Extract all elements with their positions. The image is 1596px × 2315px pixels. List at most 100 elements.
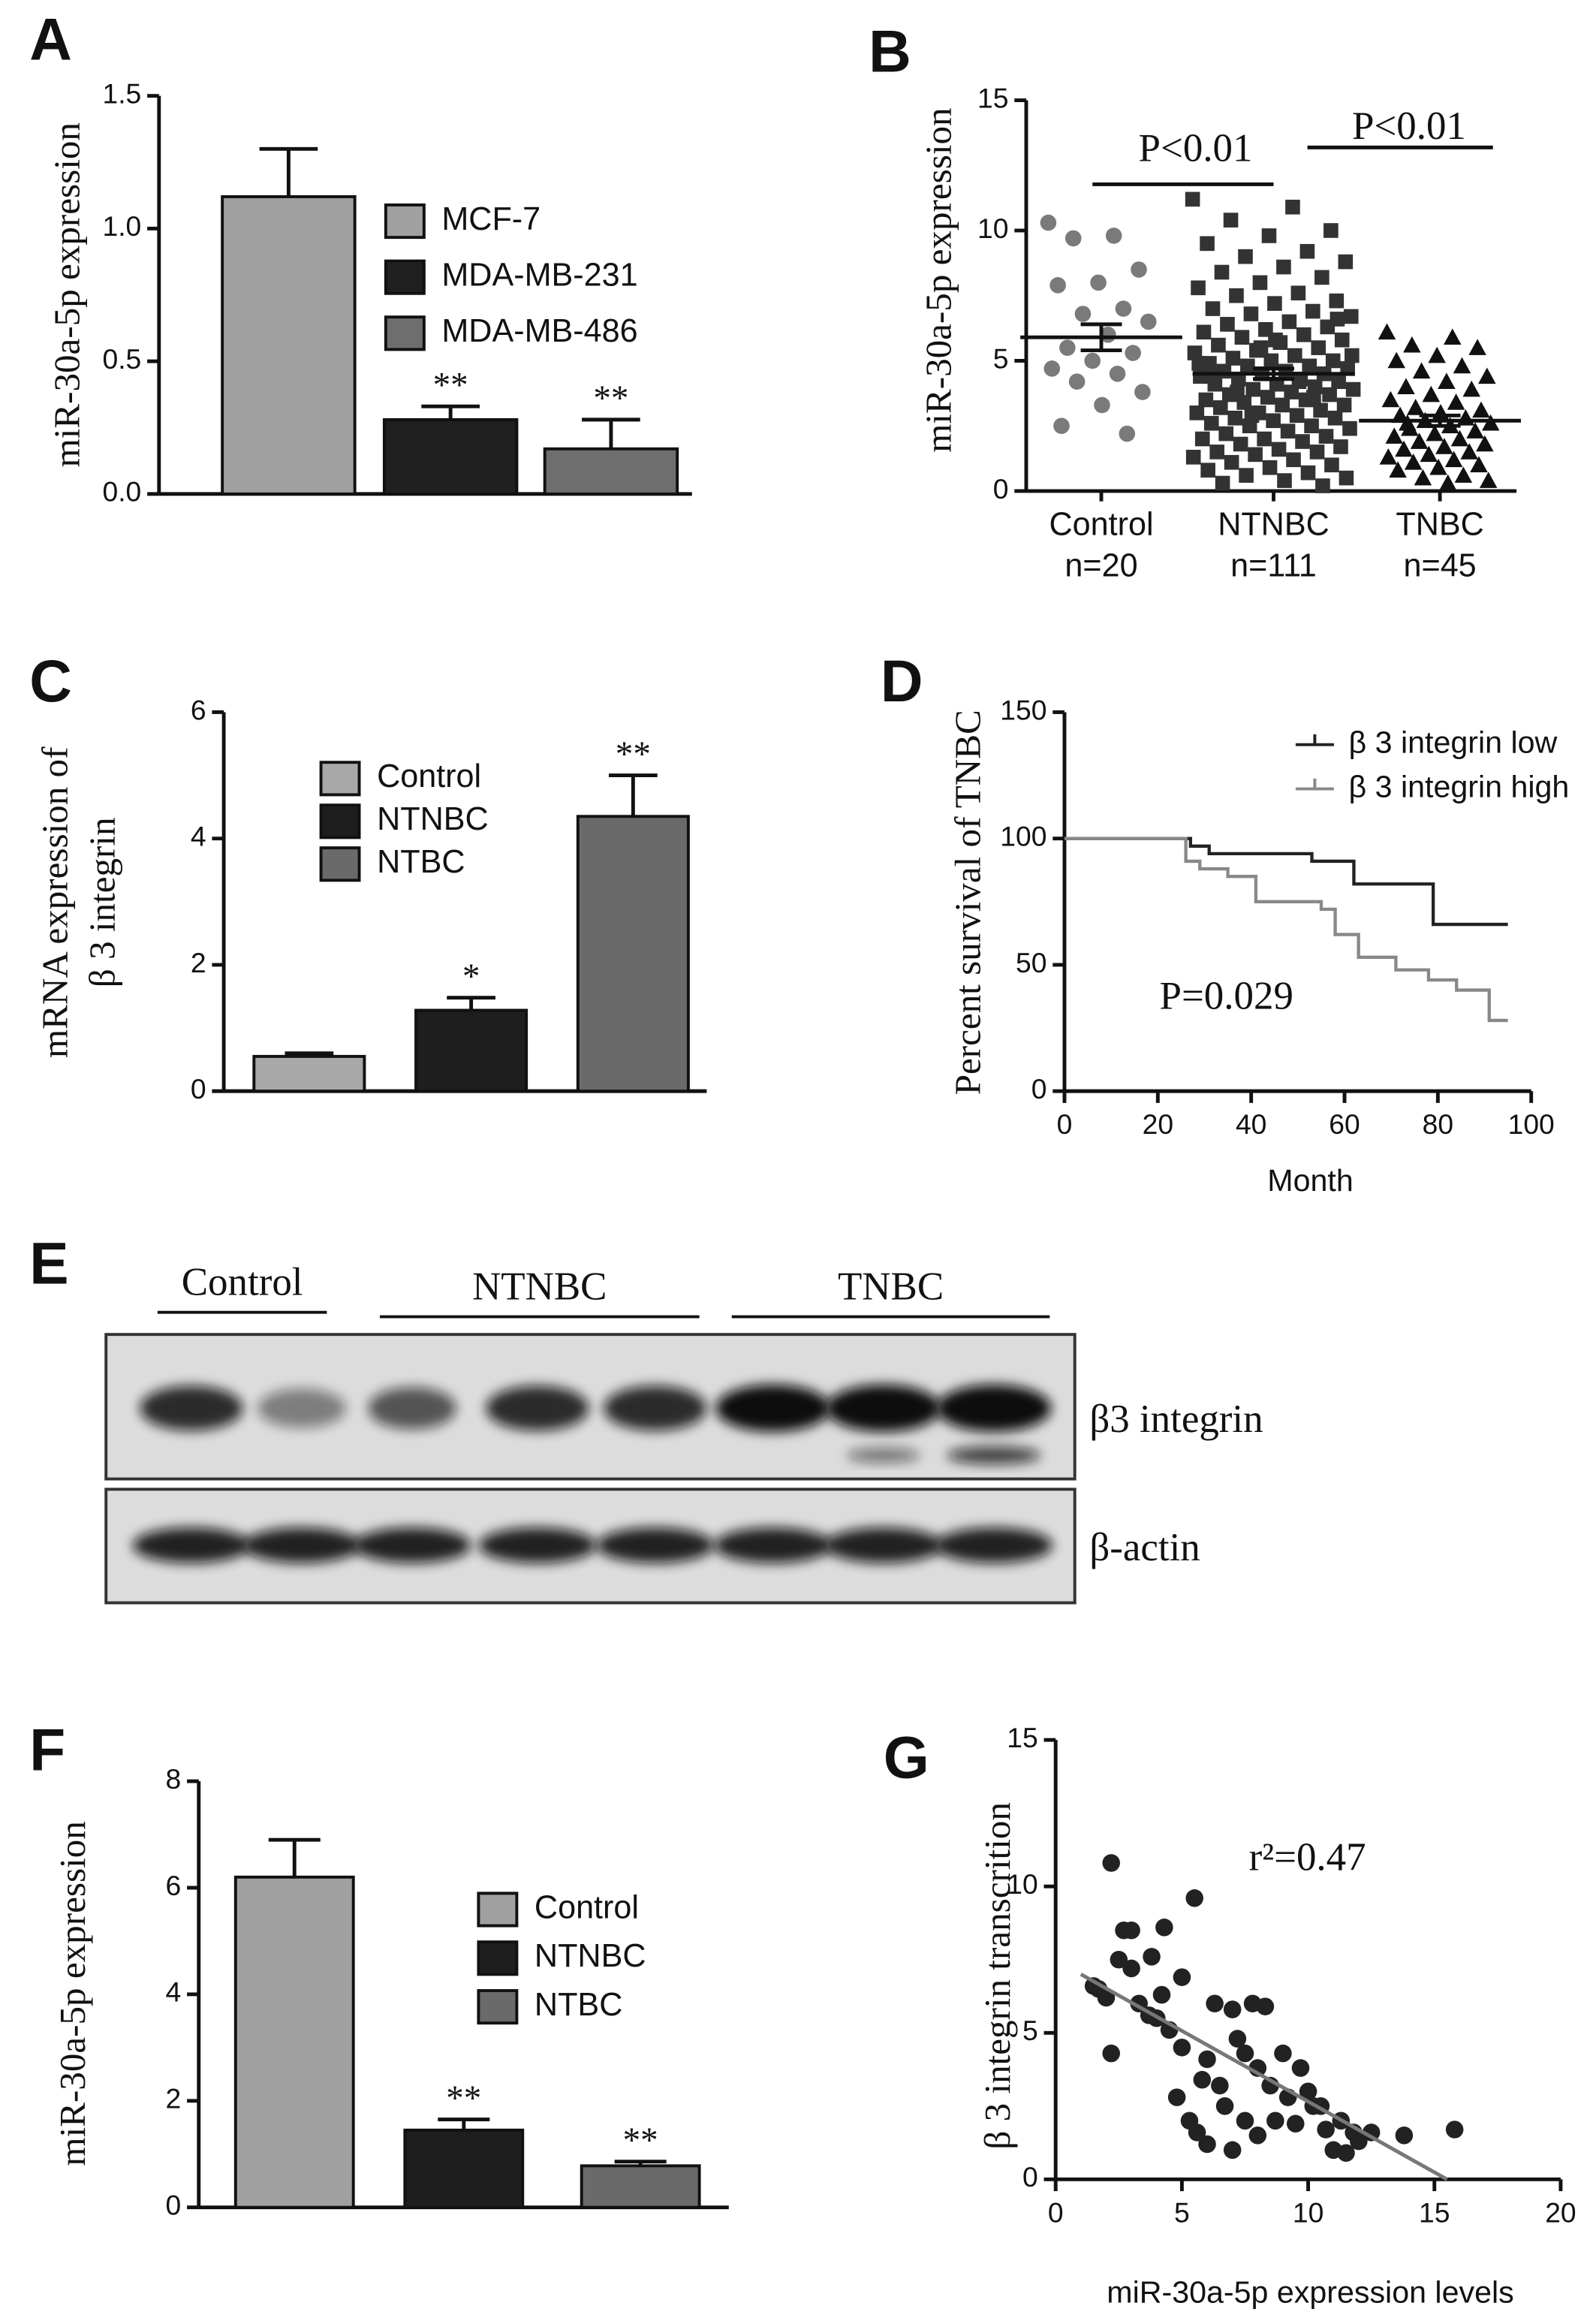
- y-tick-label: 0.5: [103, 343, 142, 375]
- point: [1329, 293, 1345, 309]
- legend-swatch: [477, 1989, 519, 2025]
- point: [1244, 408, 1260, 424]
- point: [1422, 385, 1441, 402]
- bar: [576, 815, 690, 1093]
- point: [1274, 2044, 1292, 2063]
- y-tick-label: 10: [1007, 1868, 1037, 1900]
- point: [1325, 353, 1341, 369]
- point: [1323, 223, 1339, 238]
- point: [1193, 369, 1208, 384]
- point: [1211, 337, 1226, 353]
- legend-label: MDA-MB-231: [441, 258, 637, 294]
- point: [1339, 470, 1354, 486]
- band: [715, 1384, 831, 1432]
- point: [1295, 434, 1310, 449]
- point: [1245, 381, 1261, 397]
- point: [1322, 387, 1337, 402]
- x-tick-label: 15: [1419, 2196, 1450, 2228]
- point: [1460, 443, 1479, 460]
- x-tick-label: 20: [1143, 1108, 1173, 1140]
- point: [1185, 191, 1200, 207]
- bar: [221, 194, 357, 496]
- point: [1224, 454, 1239, 470]
- point: [1266, 2112, 1284, 2130]
- point: [1291, 2059, 1310, 2077]
- point: [1304, 418, 1319, 433]
- point: [1426, 424, 1444, 442]
- point: [1253, 340, 1269, 355]
- point: [1453, 357, 1471, 374]
- point: [1227, 410, 1243, 426]
- band: [368, 1387, 456, 1430]
- y-tick-label: 0: [1022, 2161, 1038, 2193]
- point: [1248, 447, 1263, 463]
- point: [1238, 249, 1253, 264]
- point: [1343, 309, 1359, 324]
- x-axis-label: miR-30a-5p expression levels: [1107, 2274, 1513, 2309]
- x-tick-label: 40: [1236, 1108, 1266, 1140]
- point: [1327, 410, 1343, 426]
- point: [1414, 469, 1432, 486]
- legend-label: MDA-MB-486: [441, 313, 637, 349]
- point: [1252, 275, 1268, 291]
- point: [1435, 438, 1453, 454]
- point: [1385, 427, 1403, 444]
- x-tick-label: 20: [1545, 2196, 1576, 2228]
- annotation: P=0.029: [1160, 975, 1293, 1018]
- band: [486, 1385, 589, 1431]
- bar: [414, 1008, 528, 1093]
- y-tick-label: 4: [166, 1976, 182, 2008]
- point: [1395, 2127, 1414, 2145]
- y-axis-label: miR-30a-5p expression: [46, 122, 87, 467]
- legend-swatch: [319, 846, 361, 882]
- bar: [580, 2164, 701, 2209]
- point: [1324, 457, 1339, 473]
- point: [1406, 399, 1425, 415]
- point: [1236, 2112, 1254, 2130]
- point: [1444, 451, 1463, 468]
- legend-label: MCF-7: [441, 201, 541, 237]
- point: [1043, 360, 1061, 377]
- point: [1122, 1921, 1140, 1940]
- point: [1286, 452, 1301, 468]
- y-tick-label: 0: [993, 473, 1009, 505]
- point: [1280, 424, 1296, 439]
- point: [1285, 199, 1300, 215]
- point: [1462, 380, 1481, 397]
- legend-label: NTBC: [535, 1987, 622, 2023]
- point: [1040, 214, 1057, 231]
- point: [1350, 2132, 1368, 2151]
- point: [1268, 332, 1283, 348]
- band: [242, 1527, 361, 1563]
- point: [1454, 466, 1473, 483]
- panel-label: G: [884, 1724, 929, 1790]
- band: [596, 1527, 715, 1563]
- point: [1277, 473, 1292, 488]
- point: [1311, 340, 1326, 355]
- point: [1193, 2070, 1212, 2089]
- point: [1278, 363, 1293, 379]
- band: [604, 1385, 707, 1431]
- point: [1140, 313, 1157, 330]
- point: [1466, 422, 1484, 439]
- point: [1420, 445, 1438, 463]
- point: [1188, 2124, 1206, 2142]
- point: [1196, 324, 1212, 340]
- point: [1200, 236, 1215, 252]
- x-tick-sublabel: n=20: [1065, 547, 1137, 583]
- legend-label: NTNBC: [535, 1938, 646, 1974]
- point: [1266, 413, 1281, 429]
- point: [1271, 442, 1287, 457]
- point: [1481, 414, 1500, 431]
- point: [1318, 429, 1334, 444]
- point: [1053, 417, 1070, 434]
- significance: **: [446, 2079, 481, 2118]
- y-tick-label: 4: [191, 821, 206, 852]
- point: [1152, 1985, 1171, 2004]
- band: [714, 1527, 833, 1563]
- band: [132, 1527, 251, 1563]
- point: [1155, 1919, 1173, 1937]
- survival-curve: [1064, 836, 1508, 1023]
- point: [1194, 431, 1210, 447]
